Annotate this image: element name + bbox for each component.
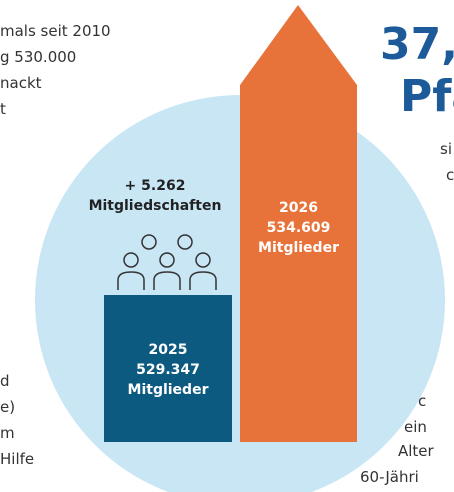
arrow-2026 xyxy=(240,5,357,442)
text-line: g 530.000 xyxy=(0,48,77,66)
text-line: 60-Jähri xyxy=(360,468,419,486)
label-2026: 2026 534.609 Mitglieder xyxy=(240,198,357,258)
people-icon xyxy=(117,234,217,290)
text-line: e) xyxy=(0,398,16,416)
text-line: ein xyxy=(404,418,427,436)
text-line: Hilfe xyxy=(0,450,35,468)
year: 2025 xyxy=(148,342,188,358)
text-line: si xyxy=(440,140,452,158)
count: 529.347 xyxy=(136,362,200,378)
text-line: t xyxy=(0,100,6,118)
headline: 37,6 xyxy=(380,19,454,70)
label-2025: 2025 529.347 Mitglieder xyxy=(104,340,232,400)
text-line: Alter xyxy=(398,442,434,460)
year: 2026 xyxy=(279,200,318,216)
growth-label: + 5.262 Mitgliedschaften xyxy=(70,176,240,216)
text-line: c xyxy=(418,392,427,410)
unit: Mitglieder xyxy=(127,382,209,398)
headline: Pfä xyxy=(400,71,454,122)
count: 534.609 xyxy=(266,220,331,236)
text-line: nackt xyxy=(0,74,42,92)
growth-value: + 5.262 xyxy=(124,178,186,194)
growth-text: Mitgliedschaften xyxy=(88,198,222,214)
unit: Mitglieder xyxy=(258,240,339,256)
text-line: mals seit 2010 xyxy=(0,22,111,40)
text-line: d xyxy=(0,372,10,390)
text-line: c xyxy=(446,166,454,184)
bar-2025 xyxy=(104,295,232,442)
text-line: m xyxy=(0,424,15,442)
